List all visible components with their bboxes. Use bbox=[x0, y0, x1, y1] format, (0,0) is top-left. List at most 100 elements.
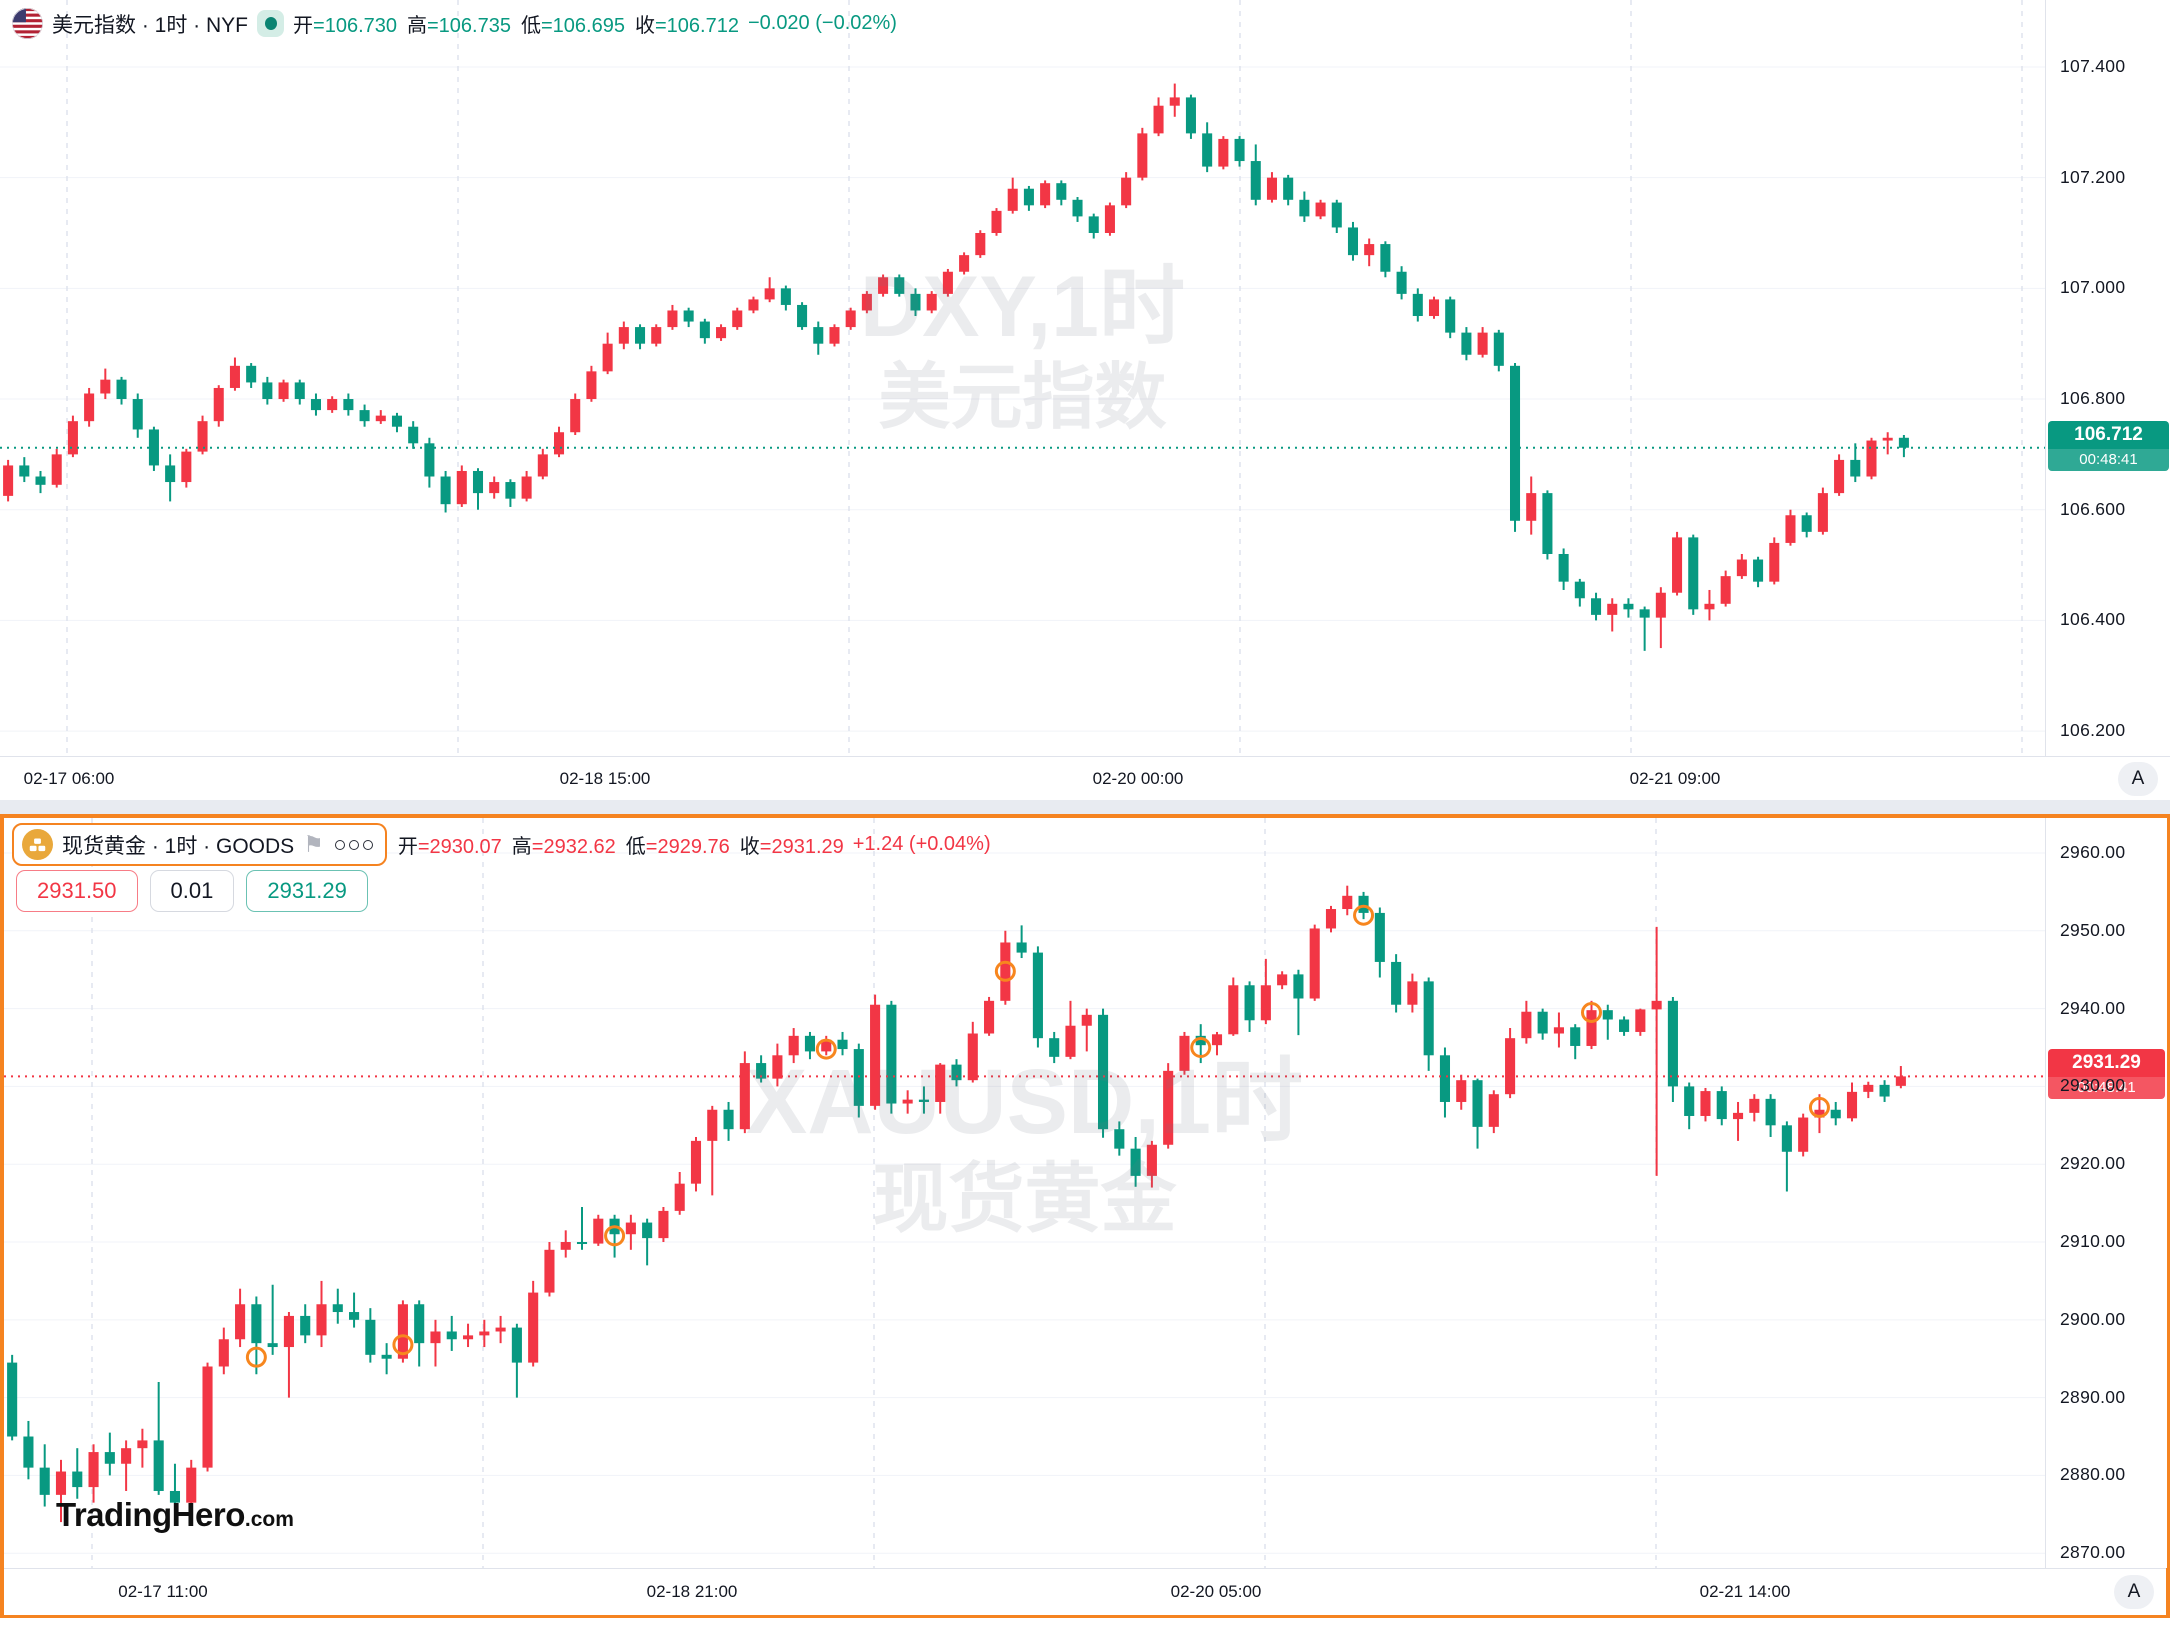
candle-body bbox=[1781, 1125, 1792, 1152]
legend-field: 收=2931.29 bbox=[739, 836, 844, 858]
candle-body bbox=[213, 387, 224, 422]
candle-body bbox=[84, 393, 95, 422]
candle-body bbox=[7, 1362, 18, 1437]
order-marker-icon[interactable] bbox=[1190, 1037, 1212, 1059]
candle-body bbox=[1493, 332, 1504, 366]
gold-time-axis[interactable]: A 02-17 11:00 02-18 21:00 02-20 05:00 02-21… bbox=[4, 1568, 2166, 1615]
candle-body bbox=[1072, 199, 1083, 217]
candle-body bbox=[1716, 1091, 1727, 1120]
order-marker-icon[interactable] bbox=[392, 1334, 414, 1356]
dxy-change-value: −0.020 (−0.02%) bbox=[747, 12, 897, 34]
candle-body bbox=[602, 343, 613, 372]
legend-field: 高=2932.62 bbox=[511, 836, 616, 858]
time-axis-label: 02-17 06:00 bbox=[23, 769, 115, 788]
more-options-icon[interactable] bbox=[334, 839, 373, 850]
spread-button[interactable]: 0.01 bbox=[149, 870, 235, 912]
order-marker-icon[interactable] bbox=[1808, 1096, 1830, 1118]
candle-body bbox=[1635, 1009, 1646, 1032]
dxy-price-axis[interactable]: 106.712 00:48:41 107.400 107.200 107.000 10… bbox=[2045, 0, 2170, 756]
candle-body bbox=[1461, 332, 1472, 355]
candle-body bbox=[553, 432, 565, 455]
candle-body bbox=[1299, 199, 1310, 217]
candle-body bbox=[246, 365, 257, 383]
candle-body bbox=[424, 443, 435, 477]
candle-body bbox=[1769, 542, 1780, 582]
candle-body bbox=[148, 429, 159, 466]
gold-candles-canvas[interactable] bbox=[4, 818, 2045, 1568]
gold-price-axis[interactable]: 2931.29 00:48:41 2960.00 2950.00 2940.00 29… bbox=[2045, 818, 2167, 1568]
candle-body bbox=[1736, 559, 1747, 577]
time-axis-label: 02-17 11:00 bbox=[118, 1582, 208, 1601]
gold-auto-scale-button[interactable]: A bbox=[2114, 1575, 2154, 1609]
candle-body bbox=[716, 327, 727, 339]
gold-chart-area[interactable]: XAUUSD,1时 现货黄金 现货黄金 · 1时 bbox=[4, 818, 2045, 1568]
gold-symbol-box[interactable]: 现货黄金 · 1时 · GOODS ⚑ bbox=[12, 823, 387, 866]
sell-price-button[interactable]: 2931.50 bbox=[16, 870, 138, 912]
order-marker-icon[interactable] bbox=[1581, 1002, 1602, 1024]
price-axis-label: 2940.00 bbox=[2060, 997, 2126, 1018]
candle-body bbox=[1846, 1091, 1858, 1119]
candle-body bbox=[845, 310, 856, 328]
time-axis-label: 02-20 05:00 bbox=[1170, 1582, 1262, 1601]
candle-body bbox=[1218, 138, 1229, 167]
dxy-chart-area[interactable]: DXY,1时 美元指数 bbox=[0, 0, 2045, 756]
price-axis-label: 2920.00 bbox=[2060, 1153, 2126, 1174]
order-marker-icon[interactable] bbox=[994, 960, 1016, 982]
candle-body bbox=[1234, 138, 1245, 162]
candle-body bbox=[511, 1327, 522, 1363]
order-marker-icon[interactable] bbox=[604, 1225, 626, 1247]
candle-body bbox=[683, 310, 694, 322]
order-marker-icon[interactable] bbox=[815, 1038, 837, 1060]
price-axis-label: 2950.00 bbox=[2060, 919, 2126, 940]
gold-symbol-title[interactable]: 现货黄金 · 1时 · GOODS bbox=[62, 834, 295, 858]
logo-suffix: .com bbox=[244, 1508, 294, 1531]
candle-body bbox=[181, 451, 192, 483]
price-axis-label: 107.200 bbox=[2060, 166, 2126, 187]
price-axis-label: 106.600 bbox=[2060, 498, 2126, 519]
candle-body bbox=[1380, 244, 1391, 272]
candle-body bbox=[1040, 183, 1051, 206]
legend-field: 低=2929.76 bbox=[625, 836, 730, 858]
legend-field: 开=2930.07 bbox=[397, 836, 502, 858]
dxy-symbol-title[interactable]: 美元指数 · 1时 · NYF bbox=[52, 13, 249, 37]
buy-price-button[interactable]: 2931.29 bbox=[246, 870, 368, 912]
candle-body bbox=[414, 1304, 425, 1344]
dxy-auto-scale-button[interactable]: A bbox=[2118, 762, 2158, 796]
candle-body bbox=[1153, 105, 1164, 134]
candle-body bbox=[748, 299, 759, 311]
candle-body bbox=[100, 379, 111, 394]
order-marker-icon[interactable] bbox=[245, 1346, 267, 1368]
price-axis-label: 106.200 bbox=[2060, 720, 2126, 741]
candle-body bbox=[1283, 177, 1294, 200]
candle-body bbox=[343, 399, 354, 411]
candle-body bbox=[137, 1440, 148, 1449]
dxy-time-axis[interactable]: A 02-17 06:00 02-18 15:00 02-20 00:00 02-21… bbox=[0, 756, 2170, 801]
price-axis-label: 107.400 bbox=[2060, 55, 2126, 76]
candle-body bbox=[804, 1035, 816, 1052]
candle-body bbox=[1428, 299, 1440, 317]
candle-body bbox=[1315, 202, 1326, 217]
candle-body bbox=[537, 454, 548, 477]
candle-body bbox=[229, 365, 240, 388]
candle-body bbox=[23, 1436, 34, 1468]
order-marker-icon[interactable] bbox=[1353, 904, 1375, 926]
candle-body bbox=[186, 1467, 197, 1503]
gold-last-price-tag: 2931.29 00:48:41 bbox=[2048, 1049, 2165, 1100]
candle-body bbox=[894, 277, 905, 294]
candle-body bbox=[1169, 97, 1180, 106]
candle-body bbox=[1260, 985, 1271, 1021]
candle-body bbox=[674, 1183, 685, 1211]
candle-body bbox=[1049, 1038, 1060, 1057]
candle-body bbox=[1456, 1080, 1467, 1102]
candle-body bbox=[651, 327, 662, 344]
candle-body bbox=[505, 482, 516, 499]
gold-legend: 现货黄金 · 1时 · GOODS ⚑ 开=2930.07 高=2932.62 低=… bbox=[12, 823, 991, 866]
candle-body bbox=[1202, 133, 1213, 167]
candle-body bbox=[528, 1292, 539, 1363]
dxy-legend[interactable]: 美元指数 · 1时 · NYF 开=106.730 高=106.735 低=106.… bbox=[12, 8, 897, 39]
dxy-candles-canvas[interactable] bbox=[0, 0, 2045, 756]
candle-body bbox=[1472, 1080, 1483, 1127]
candle-body bbox=[1407, 981, 1418, 1005]
pane-separator[interactable] bbox=[0, 800, 2170, 814]
